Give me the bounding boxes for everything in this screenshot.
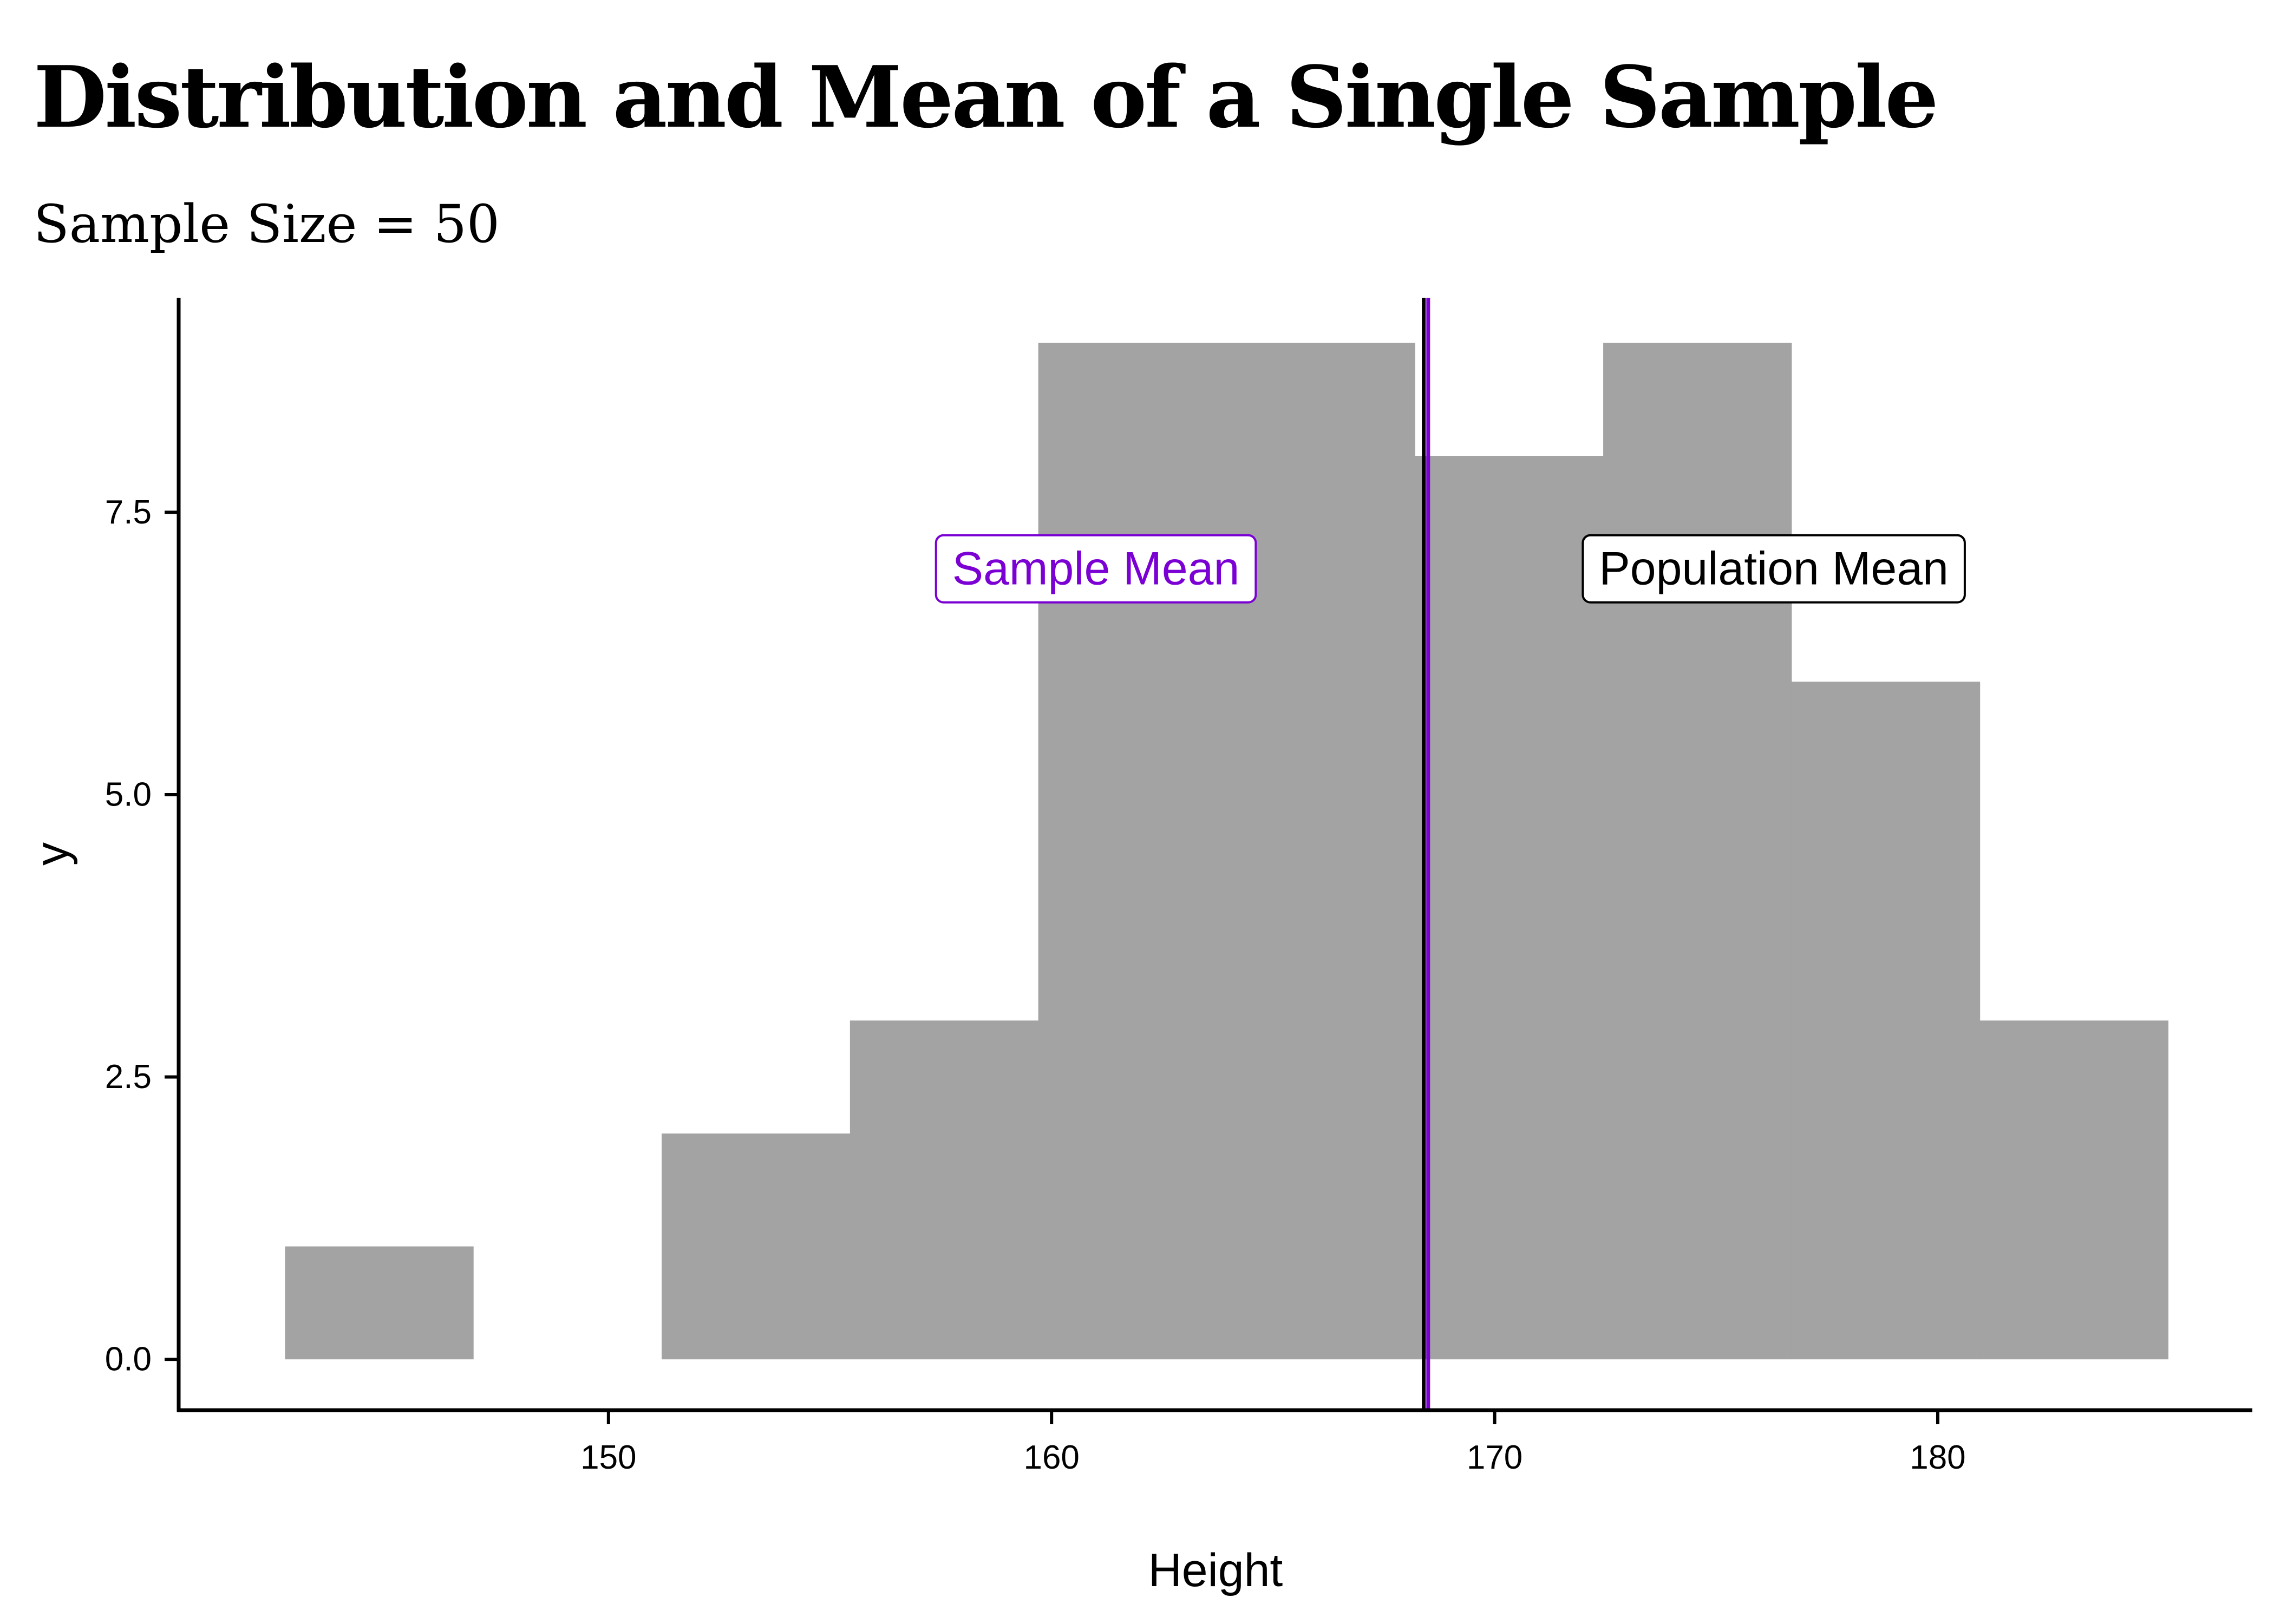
mean-lines (1422, 298, 1430, 1410)
axes: 150 160 170 180 0.0 2.5 5.0 7.5 (105, 298, 2252, 1476)
x-tick-label-160: 160 (1023, 1439, 1079, 1476)
chart-subtitle: Sample Size = 50 (34, 194, 500, 254)
x-tick-label-170: 170 (1467, 1439, 1522, 1476)
sample-mean-label-text: Sample Mean (952, 543, 1240, 595)
y-tick-label-3: 7.5 (105, 494, 152, 531)
y-tick-label-2: 5.0 (105, 776, 152, 813)
sample-mean-label: Sample Mean (935, 534, 1257, 604)
histogram-bar-8 (1791, 682, 1981, 1360)
x-tick-label-150: 150 (580, 1439, 636, 1476)
histogram-bar-3 (850, 1020, 1039, 1360)
histogram-bar-4 (1038, 343, 1227, 1360)
histogram-bar-6 (1415, 456, 1604, 1360)
y-tick-label-0: 0.0 (105, 1341, 152, 1378)
mean-annotations: Sample Mean Population Mean (935, 534, 1966, 604)
x-axis-title: Height (1148, 1544, 1283, 1596)
histogram-bar-0 (285, 1246, 474, 1360)
histogram-bars (285, 343, 2169, 1360)
histogram-bar-2 (662, 1133, 851, 1360)
y-axis-title: y (26, 842, 78, 866)
chart-title: Distribution and Mean of a Single Sample (34, 48, 1939, 147)
population-mean-label: Population Mean (1582, 534, 1966, 604)
histogram-bar-9 (1979, 1020, 2169, 1360)
histogram-bar-7 (1603, 343, 1792, 1360)
x-tick-label-180: 180 (1910, 1439, 1965, 1476)
population-mean-label-text: Population Mean (1599, 543, 1948, 595)
y-tick-label-1: 2.5 (105, 1058, 152, 1096)
histogram-bar-5 (1226, 343, 1415, 1360)
